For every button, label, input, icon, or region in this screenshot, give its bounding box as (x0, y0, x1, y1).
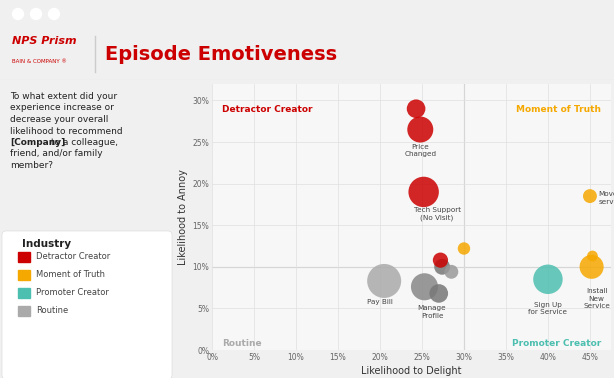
Text: Tech Support
(No Visit): Tech Support (No Visit) (413, 207, 460, 221)
Point (416, 127, 426, 133)
Point (585, 193, 595, 199)
Point (446, 269, 456, 275)
Bar (18, 252, 30, 262)
Bar (18, 270, 30, 280)
Text: Routine: Routine (36, 307, 68, 316)
Text: friend, and/or family: friend, and/or family (10, 150, 103, 158)
Text: Manage
Profile: Manage Profile (418, 305, 446, 319)
Text: Industry: Industry (22, 239, 71, 249)
Point (459, 245, 469, 251)
Bar (18, 288, 30, 298)
Y-axis label: Likelihood to Annoy: Likelihood to Annoy (178, 169, 188, 265)
Text: Promoter Creator: Promoter Creator (36, 288, 109, 297)
Point (419, 284, 429, 290)
Text: Install
New
Service: Install New Service (583, 288, 610, 310)
Point (435, 257, 445, 263)
FancyBboxPatch shape (2, 231, 172, 378)
Text: BAIN & COMPANY ®: BAIN & COMPANY ® (12, 59, 67, 64)
Text: Moment of Truth: Moment of Truth (516, 105, 601, 113)
Text: NPS Prism: NPS Prism (12, 36, 77, 46)
Point (419, 189, 429, 195)
Text: to a colleague,: to a colleague, (48, 138, 118, 147)
Text: To what extent did your: To what extent did your (10, 92, 117, 101)
Bar (18, 306, 30, 316)
Text: experience increase or: experience increase or (10, 104, 114, 113)
Text: member?: member? (10, 161, 53, 170)
Circle shape (49, 8, 60, 20)
Text: likelihood to recommend: likelihood to recommend (10, 127, 123, 135)
Text: Detractor Creator: Detractor Creator (222, 105, 313, 113)
Point (411, 106, 421, 112)
Text: Detractor Creator: Detractor Creator (36, 253, 111, 262)
Point (437, 264, 447, 270)
Point (588, 253, 597, 259)
Circle shape (31, 8, 42, 20)
Point (379, 278, 389, 284)
Point (587, 264, 597, 270)
Text: Price
Changed: Price Changed (404, 144, 437, 157)
Text: Moment of Truth: Moment of Truth (36, 271, 105, 279)
Text: Move
service: Move service (598, 191, 614, 204)
Text: Episode Emotiveness: Episode Emotiveness (105, 45, 337, 64)
X-axis label: Likelihood to Delight: Likelihood to Delight (361, 366, 462, 376)
Text: Promoter Creator: Promoter Creator (511, 339, 601, 349)
Circle shape (12, 8, 23, 20)
Text: Sign Up
for Service: Sign Up for Service (529, 302, 567, 315)
Point (543, 276, 553, 282)
Text: Pay Bill: Pay Bill (367, 299, 393, 305)
Point (434, 290, 444, 296)
Text: [Company]: [Company] (10, 138, 65, 147)
Text: decrease your overall: decrease your overall (10, 115, 109, 124)
Text: Routine: Routine (222, 339, 262, 349)
